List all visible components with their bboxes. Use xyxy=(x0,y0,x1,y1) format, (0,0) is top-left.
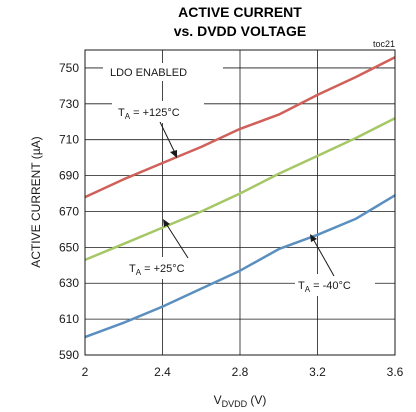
y-tick-label: 630 xyxy=(59,276,79,290)
arrowhead-25c xyxy=(163,219,170,227)
series-line-1 xyxy=(84,117,396,262)
chart-title-line1: ACTIVE CURRENT xyxy=(178,4,302,20)
y-tick-label: 750 xyxy=(59,61,79,75)
y-tick-label: 610 xyxy=(59,312,79,326)
chart-title-line2: vs. DVDD VOLTAGE xyxy=(174,23,307,39)
plot-frame xyxy=(84,49,396,356)
annotation-box xyxy=(103,63,223,81)
grid xyxy=(84,50,396,356)
x-tick-label: 2 xyxy=(82,365,89,379)
arrowhead-125c xyxy=(170,150,177,158)
x-tick-label: 2.8 xyxy=(232,365,249,379)
y-tick-label: 590 xyxy=(59,348,79,362)
annotation-ldo-enabled: LDO ENABLED xyxy=(110,67,187,79)
series-label-125c: TA = +125°C xyxy=(118,107,180,121)
y-axis-label: ACTIVE CURRENT (µA) xyxy=(29,136,43,267)
label-box-25 xyxy=(124,257,210,279)
figure-code: toc21 xyxy=(373,39,395,49)
series-line-2 xyxy=(84,194,396,339)
x-tick-label: 2.4 xyxy=(154,365,171,379)
series-label-minus40c: TA = -40°C xyxy=(298,280,351,294)
arrow-25c xyxy=(164,221,189,259)
arrow-125c xyxy=(159,121,177,156)
x-tick-label: 3.2 xyxy=(309,365,326,379)
arrow-minus40c xyxy=(311,236,335,277)
label-box-125 xyxy=(112,101,204,123)
series-line-0 xyxy=(84,56,396,199)
y-tick-label: 730 xyxy=(59,97,79,111)
y-tick-label: 690 xyxy=(59,169,79,183)
y-tick-label: 670 xyxy=(59,204,79,218)
y-tick-label: 650 xyxy=(59,240,79,254)
series-label-25c: TA = +25°C xyxy=(129,263,185,277)
x-tick-label: 3.6 xyxy=(387,365,404,379)
series-lines xyxy=(84,56,396,339)
y-tick-label: 710 xyxy=(59,133,79,147)
arrowhead-minus40c xyxy=(310,234,317,242)
x-axis-label: VDVDD (V) xyxy=(214,393,267,409)
tick-labels: 590 610 630 650 670 690 710 730 750 2 2.4 2.8 3.2 3.6 xyxy=(59,61,404,379)
label-box-40 xyxy=(295,274,375,296)
